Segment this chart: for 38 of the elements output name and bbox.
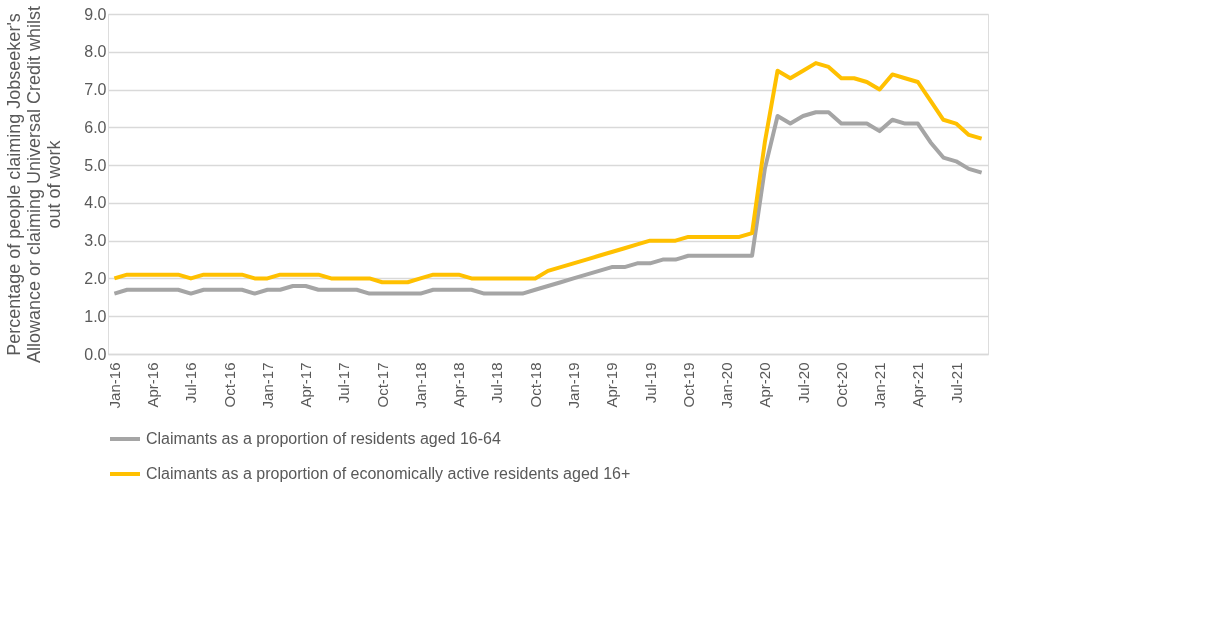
x-tick-label: Jul-19 — [641, 362, 659, 404]
x-tick-label: Oct-17 — [373, 362, 391, 408]
x-tick-label: Apr-19 — [603, 362, 621, 408]
x-tick-label: Jan-19 — [565, 362, 583, 409]
y-tick-label: 7.0 — [84, 81, 107, 99]
legend-label: Claimants as a proportion of residents aged 16-64 — [146, 430, 501, 447]
x-tick-label: Oct-19 — [679, 362, 697, 408]
legend-label: Claimants as a proportion of economically active residents aged 16+ — [146, 465, 631, 482]
y-tick-label: 1.0 — [84, 307, 107, 325]
x-tick-label: Apr-16 — [144, 362, 162, 408]
line-series — [112, 61, 984, 285]
x-tick-label: Jan-20 — [718, 362, 736, 409]
x-tick-label: Jul-21 — [947, 362, 965, 404]
y-tick-label: 3.0 — [84, 232, 107, 250]
x-tick-label: Jan-18 — [411, 362, 429, 409]
x-tick-label: Jan-16 — [105, 362, 123, 409]
x-tick-label: Apr-21 — [909, 362, 927, 408]
x-tick-label: Oct-20 — [832, 362, 850, 408]
x-tick-label: Oct-18 — [526, 362, 544, 408]
y-tick-label: 4.0 — [84, 194, 107, 212]
x-tick-label: Jan-21 — [871, 362, 889, 409]
line-series — [112, 110, 984, 296]
y-tick-label: 6.0 — [84, 118, 107, 136]
x-tick-label: Jul-18 — [488, 362, 506, 404]
x-tick-label: Apr-18 — [450, 362, 468, 408]
y-tick-label: 9.0 — [84, 5, 107, 23]
x-tick-label: Jul-16 — [182, 362, 200, 404]
y-tick-label: 5.0 — [84, 156, 107, 174]
x-tick-label: Oct-16 — [220, 362, 238, 408]
y-tick-label: 8.0 — [84, 43, 107, 61]
y-tick-label: 0.0 — [84, 345, 107, 363]
x-tick-label: Jul-17 — [335, 362, 353, 404]
y-tick-label: 2.0 — [84, 269, 107, 287]
x-tick-label: Jan-17 — [258, 362, 276, 409]
x-tick-label: Apr-17 — [297, 362, 315, 408]
y-axis-title: Percentage of people claiming Jobseeker's Allowance or claiming Universal Credit whilst out of work — [4, 5, 65, 364]
x-tick-label: Apr-20 — [756, 362, 774, 408]
x-tick-label: Jul-20 — [794, 362, 812, 404]
